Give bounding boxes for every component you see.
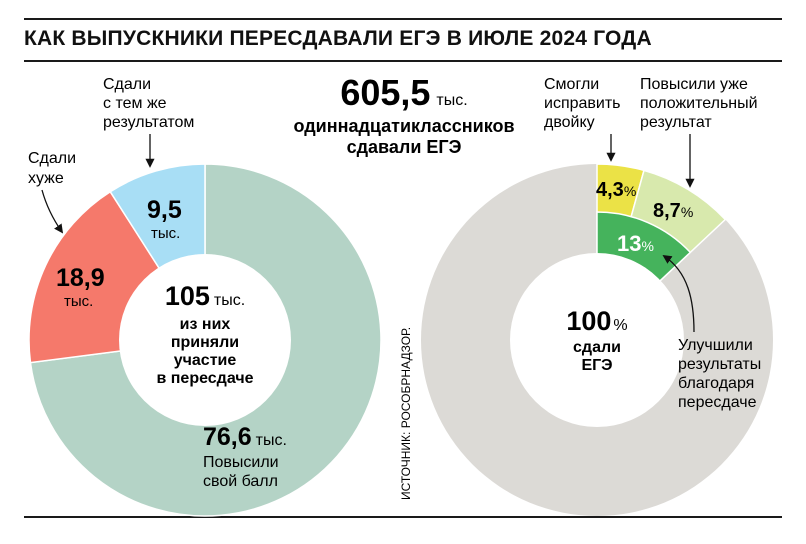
data-label-raised-positive: 8,7% [653, 200, 693, 222]
left-center-line-4: в пересдаче [156, 370, 253, 387]
right-center-line-1: сдали [573, 339, 621, 356]
arrow-improved-right [662, 254, 695, 333]
left-center-value: 105 тыс. [165, 281, 245, 311]
data-label-worse-unit: тыс. [64, 293, 93, 310]
right-center-line-2: ЕГЭ [581, 357, 612, 374]
left-donut-hole [119, 254, 291, 426]
data-label-improved: 76,6 тыс. [203, 423, 287, 451]
data-label-improved-right: 13% [617, 231, 654, 256]
label-same-line-2: с тем же [103, 95, 167, 112]
right-center-value: 100% [566, 306, 627, 336]
left-center-line-2: приняли [171, 334, 239, 351]
total-line-1: одиннадцатиклассников [293, 116, 514, 136]
arrow-worse [41, 189, 64, 234]
label-raised-positive-line-2: положительный [640, 95, 758, 112]
source-note: ИСТОЧНИК: РОСОБРНАДЗОР. [399, 327, 413, 500]
total-value: 605,5 тыс. [340, 72, 467, 113]
label-improved-line-2: свой балл [203, 473, 278, 490]
data-label-fixed-two: 4,3% [596, 179, 636, 201]
bottom-rule [24, 516, 782, 518]
top-rule [24, 18, 782, 20]
label-raised-positive-line-1: Повысили уже [640, 76, 748, 93]
data-label-worse: 18,9 [56, 264, 105, 292]
label-same-line-1: Сдали [103, 76, 151, 93]
label-improved-right-line-4: пересдаче [678, 394, 757, 411]
label-improved-right-line-2: результаты [678, 356, 761, 373]
data-label-same-unit: тыс. [151, 225, 180, 242]
left-center-line-3: участие [174, 352, 237, 369]
label-worse-line-2: хуже [28, 170, 64, 187]
right-donut-hole [510, 253, 684, 427]
data-label-same: 9,5 [147, 196, 182, 224]
label-improved-line-1: Повысили [203, 454, 279, 471]
label-fixed-two-line-3: двойку [544, 114, 595, 131]
total-line-2: сдавали ЕГЭ [347, 137, 462, 157]
label-worse-line-1: Сдали [28, 150, 76, 167]
label-same-line-3: результатом [103, 114, 194, 131]
label-raised-positive-line-3: результат [640, 114, 712, 131]
label-improved-right-line-3: благодаря [678, 375, 754, 392]
label-fixed-two-line-2: исправить [544, 95, 621, 112]
chart-title: КАК ВЫПУСКНИКИ ПЕРЕСДАВАЛИ ЕГЭ В ИЮЛЕ 20… [24, 27, 652, 50]
left-center-line-1: из них [180, 316, 231, 333]
title-rule [24, 60, 782, 62]
label-improved-right-line-1: Улучшили [678, 337, 753, 354]
label-fixed-two-line-1: Смогли [544, 76, 599, 93]
